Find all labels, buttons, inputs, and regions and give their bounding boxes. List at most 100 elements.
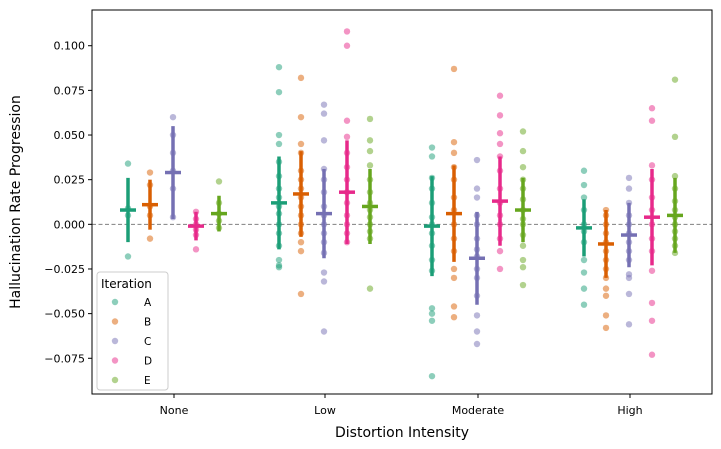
data-point (648, 117, 656, 124)
data-point (146, 169, 154, 176)
data-point (297, 140, 305, 148)
data-point (473, 194, 481, 201)
data-point (124, 253, 132, 260)
axes: 0.100 0.075 0.050 0.025 0.000 −0.025 −0.050 −0.… (44, 9, 713, 417)
y-tick-label: −0.050 (44, 308, 85, 321)
y-tick-label: −0.025 (44, 263, 85, 276)
data-point (366, 137, 374, 144)
data-point (625, 321, 633, 328)
data-point (297, 290, 305, 298)
data-point (580, 269, 588, 276)
data-point (580, 167, 588, 174)
data-point (648, 105, 656, 112)
data-point (275, 131, 283, 139)
data-point (602, 292, 610, 299)
data-point (671, 76, 679, 83)
data-point (297, 238, 305, 246)
data-point (496, 265, 504, 273)
data-point (473, 340, 481, 348)
data-point (519, 281, 527, 289)
data-point (473, 156, 481, 164)
data-point (275, 263, 283, 271)
data-point (625, 290, 633, 298)
y-tick-label: 0.100 (54, 40, 86, 53)
data-point (648, 317, 656, 324)
data-point (519, 256, 527, 264)
legend-label-A: A (144, 297, 152, 309)
data-point (519, 147, 527, 155)
y-tick-label: −0.075 (44, 352, 85, 365)
plot-area (92, 28, 712, 380)
data-point (428, 310, 436, 317)
data-point (496, 247, 504, 255)
legend-label-C: C (144, 336, 151, 348)
data-point (450, 149, 458, 157)
y-tick-label: 0.025 (54, 174, 86, 187)
data-point (473, 185, 481, 192)
data-point (320, 101, 328, 108)
x-tick-label: None (160, 404, 189, 417)
data-point (428, 317, 436, 324)
data-point (580, 285, 588, 292)
data-point (275, 88, 283, 96)
data-point (602, 285, 610, 292)
data-point (320, 110, 328, 117)
series-D-summary (188, 140, 660, 266)
data-point (625, 174, 633, 182)
legend-title: Iteration (101, 277, 152, 291)
data-point (519, 263, 527, 271)
data-point (320, 328, 328, 335)
legend-label-E: E (144, 375, 151, 387)
data-point (297, 113, 305, 121)
data-point (519, 128, 527, 135)
data-point (580, 194, 588, 201)
data-point (366, 162, 374, 169)
data-point (580, 301, 588, 308)
data-point (648, 267, 656, 274)
data-point (648, 351, 656, 358)
data-point (602, 324, 610, 332)
data-point (496, 130, 504, 137)
data-point (343, 133, 351, 141)
data-point (428, 305, 436, 312)
y-tick-label: 0.000 (54, 218, 86, 231)
data-point (450, 265, 458, 273)
data-point (580, 181, 588, 189)
data-point (366, 147, 374, 155)
legend-label-B: B (144, 317, 151, 329)
data-point (648, 162, 656, 169)
data-point (275, 256, 283, 264)
data-point (671, 172, 679, 180)
data-point (343, 117, 351, 124)
data-point (580, 256, 588, 264)
data-point (146, 235, 154, 242)
data-point (450, 303, 458, 310)
data-point (366, 285, 374, 292)
data-point (297, 247, 305, 255)
legend-label-D: D (144, 356, 152, 368)
data-point (496, 92, 504, 99)
data-point (450, 314, 458, 321)
data-point (169, 113, 177, 121)
data-point (320, 137, 328, 144)
data-point (428, 153, 436, 160)
legend-marker-E (111, 376, 119, 384)
y-axis-title: Hallucination Rate Progression (8, 95, 24, 309)
data-point (648, 299, 656, 307)
data-point (496, 140, 504, 148)
x-tick-label: Moderate (452, 404, 505, 417)
series-E-summary (211, 168, 683, 253)
series-A-summary (120, 156, 592, 277)
legend-marker-C (111, 337, 119, 345)
data-point (671, 133, 679, 141)
data-point (428, 144, 436, 151)
series-C-summary (165, 126, 637, 305)
series-B-summary (142, 151, 614, 278)
data-point (450, 65, 458, 73)
data-point (496, 112, 504, 119)
data-point (275, 140, 283, 148)
data-point (450, 274, 458, 282)
data-point (473, 312, 481, 319)
data-point (124, 160, 132, 167)
